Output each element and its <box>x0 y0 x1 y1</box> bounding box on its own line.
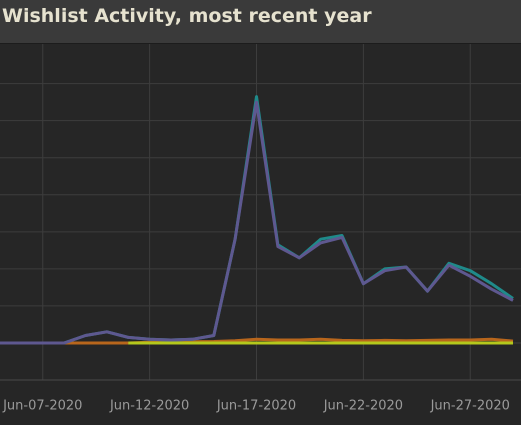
x-tick-label: Jun-12-2020 <box>109 399 189 414</box>
x-tick-label: Jun-17-2020 <box>216 399 296 414</box>
chart-title: Wishlist Activity, most recent year <box>2 5 372 27</box>
x-tick-label: Jun-07-2020 <box>2 399 82 414</box>
x-tick-label: Jun-27-2020 <box>430 399 510 414</box>
series-line <box>0 337 514 345</box>
title-bar: Wishlist Activity, most recent year <box>0 0 521 44</box>
chart: Jun-07-2020 Jun-12-2020 Jun-17-2020 Jun-22-… <box>0 44 521 414</box>
x-tick-label: Jun-22-2020 <box>323 399 403 414</box>
series-line <box>0 100 514 345</box>
